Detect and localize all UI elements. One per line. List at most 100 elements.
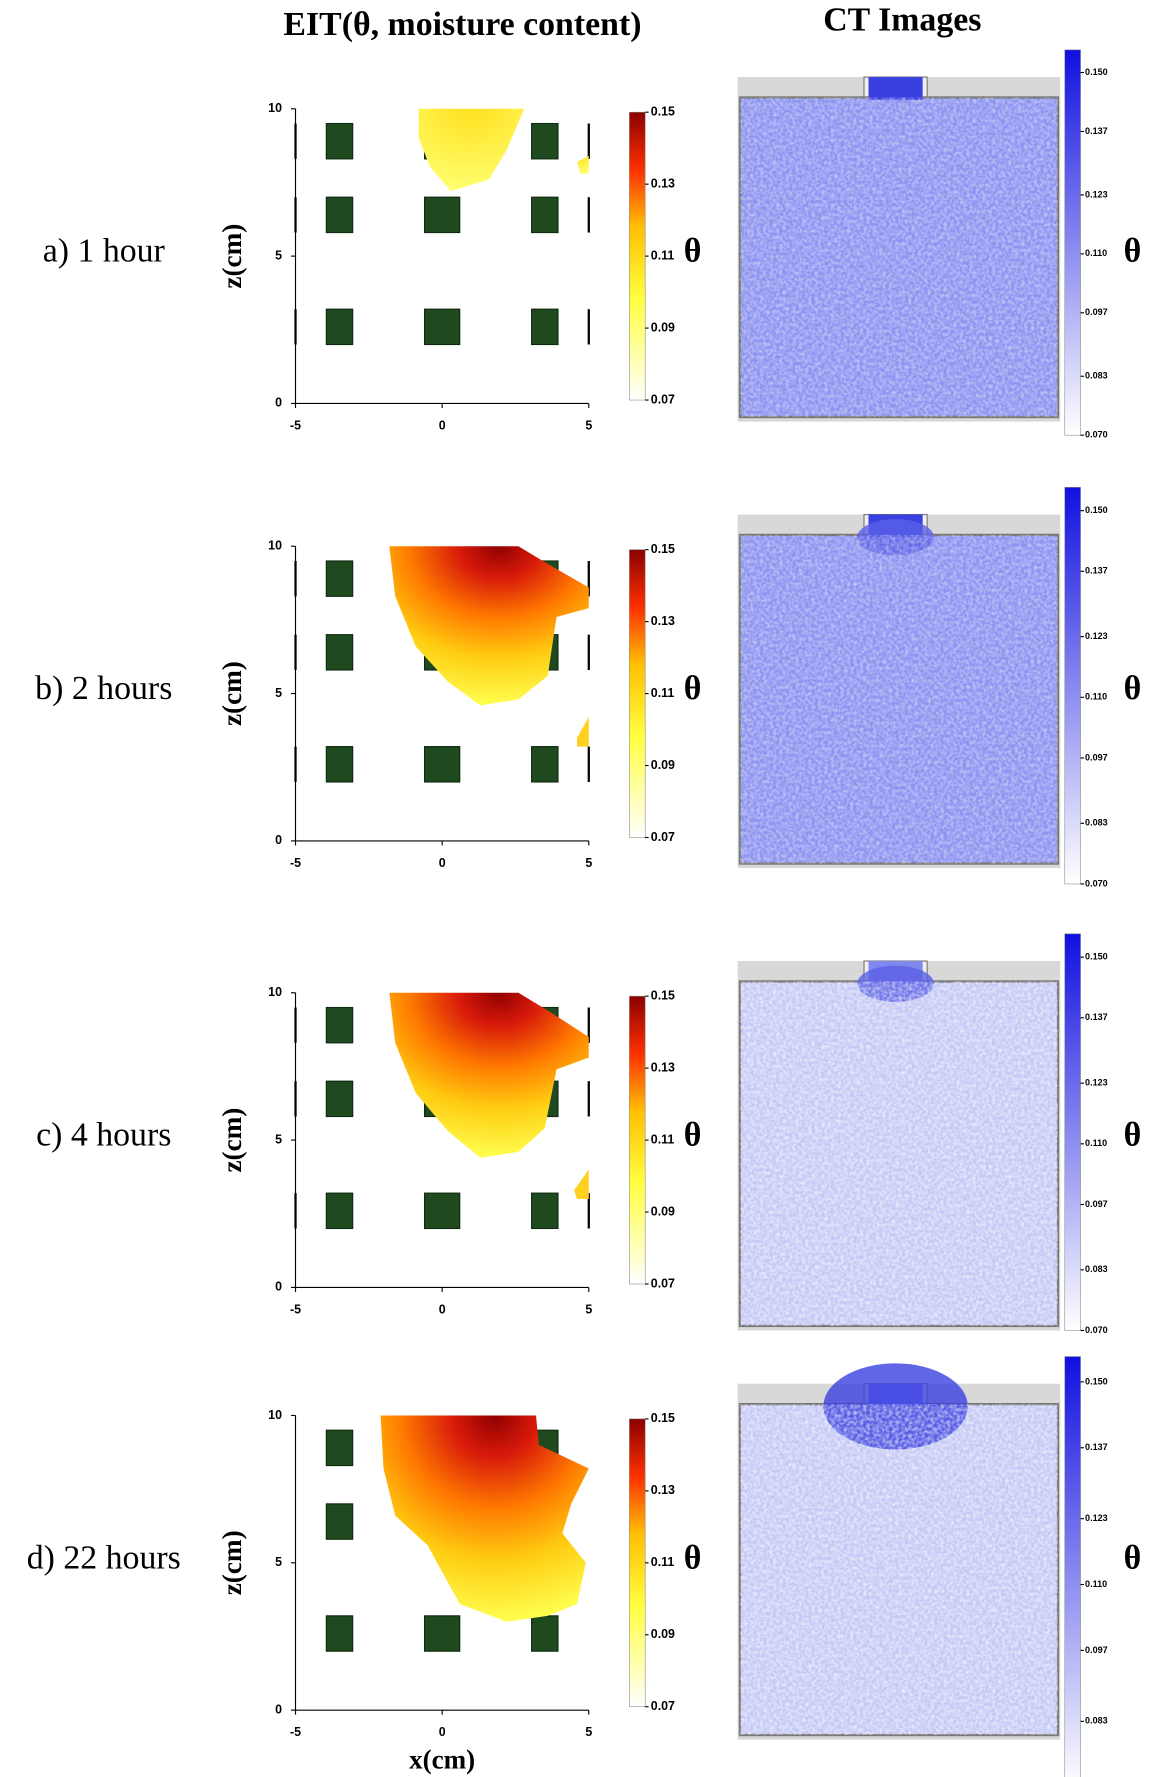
electrode-block xyxy=(325,1615,354,1652)
row-label: c) 4 hours xyxy=(36,1117,171,1154)
ct-colorbar-tick-label: 0.150 xyxy=(1085,1376,1108,1386)
electrode-block xyxy=(531,746,559,783)
y-tick-label: 10 xyxy=(268,1408,282,1422)
x-axis-label: x(cm) xyxy=(409,1744,475,1774)
colorbar-tick-label: 0.13 xyxy=(651,176,675,190)
y-tick-label: 10 xyxy=(268,539,282,553)
plume xyxy=(577,717,589,747)
ct-colorbar-tick-label: 0.123 xyxy=(1085,1513,1108,1523)
row-label: a) 1 hour xyxy=(43,233,165,270)
colorbar-tick-label: 0.09 xyxy=(651,1204,675,1218)
ct-colorbar-tick-label: 0.150 xyxy=(1085,952,1108,962)
ct-texture xyxy=(739,534,1058,864)
y-tick-label: 10 xyxy=(268,101,282,115)
colorbar-label: θ xyxy=(684,1539,702,1576)
ct-colorbar-tick-label: 0.083 xyxy=(1085,1716,1108,1726)
ct-colorbar-tick-label: 0.097 xyxy=(1085,1199,1108,1209)
colorbar xyxy=(629,549,646,838)
colorbar-tick-label: 0.13 xyxy=(651,1060,675,1074)
ct-colorbar-tick-label: 0.150 xyxy=(1085,67,1108,77)
colorbar-tick-label: 0.15 xyxy=(651,1411,675,1425)
colorbar-tick-label: 0.07 xyxy=(651,830,675,844)
ct-colorbar-tick-label: 0.083 xyxy=(1085,371,1108,381)
ct-colorbar xyxy=(1064,933,1081,1331)
electrode-block xyxy=(325,746,354,783)
colorbar-tick-label: 0.15 xyxy=(651,988,675,1002)
ct-colorbar-tick-label: 0.110 xyxy=(1085,1579,1107,1589)
electrode-block xyxy=(325,1429,354,1467)
y-tick-label: 5 xyxy=(275,1132,282,1146)
x-tick-label: -5 xyxy=(290,418,301,432)
x-tick-label: 5 xyxy=(585,856,592,870)
electrode-block xyxy=(325,1503,354,1540)
ct-colorbar-tick-label: 0.137 xyxy=(1085,126,1108,136)
colorbar-tick-label: 0.07 xyxy=(651,1699,675,1713)
ct-colorbar-label: θ xyxy=(1124,1117,1142,1154)
x-tick-label: -5 xyxy=(290,1725,301,1739)
colorbar xyxy=(629,1418,646,1708)
y-tick-label: 0 xyxy=(275,1702,282,1716)
colorbar-label: θ xyxy=(684,670,702,707)
electrode-block xyxy=(423,308,461,346)
plume xyxy=(389,546,589,706)
x-tick-label: 5 xyxy=(585,1725,592,1739)
y-axis-label: z(cm) xyxy=(217,224,247,289)
x-tick-label: -5 xyxy=(290,856,301,870)
y-tick-label: 10 xyxy=(268,985,282,999)
row-label: d) 22 hours xyxy=(27,1539,181,1576)
colorbar-tick-label: 0.13 xyxy=(651,614,675,628)
colorbar-tick-label: 0.07 xyxy=(651,392,675,406)
y-tick-label: 0 xyxy=(275,396,282,410)
ct-colorbar xyxy=(1064,49,1081,436)
ct-colorbar-tick-label: 0.070 xyxy=(1085,878,1108,888)
ct-colorbar-tick-label: 0.123 xyxy=(1085,1078,1108,1088)
ct-colorbar-tick-label: 0.070 xyxy=(1085,430,1108,440)
ct-neck-fill xyxy=(868,77,923,100)
y-axis-label: z(cm) xyxy=(217,661,247,726)
electrode-block xyxy=(531,1192,559,1230)
electrode-block xyxy=(325,308,354,346)
x-tick-label: -5 xyxy=(290,1302,301,1316)
colorbar-tick-label: 0.11 xyxy=(651,248,675,262)
electrode-block xyxy=(325,634,354,671)
ct-colorbar-tick-label: 0.097 xyxy=(1085,1645,1108,1655)
colorbar-tick-label: 0.09 xyxy=(651,1627,675,1641)
y-tick-label: 5 xyxy=(275,248,282,262)
colorbar-tick-label: 0.07 xyxy=(651,1276,675,1290)
ct-texture xyxy=(739,97,1058,418)
plume xyxy=(574,1169,589,1200)
colorbar-tick-label: 0.13 xyxy=(651,1483,675,1497)
ct-colorbar-tick-label: 0.083 xyxy=(1085,1264,1108,1274)
ct-texture xyxy=(739,1404,1058,1736)
electrode-block xyxy=(325,1006,354,1044)
colorbar-tick-label: 0.15 xyxy=(651,542,675,556)
electrode-block xyxy=(325,122,354,160)
x-tick-label: 0 xyxy=(439,856,446,870)
panel: a) 1 hour z(cm) -5 0 5 0 5 10 0.07 0.09 0.11 0.13 0.… xyxy=(43,49,1141,440)
ct-colorbar-tick-label: 0.097 xyxy=(1085,307,1108,317)
colorbar-tick-label: 0.11 xyxy=(651,1132,675,1146)
ct-colorbar-tick-label: 0.150 xyxy=(1085,505,1108,515)
electrode-block xyxy=(531,196,559,234)
electrode-block xyxy=(423,196,461,234)
x-tick-label: 5 xyxy=(585,1302,592,1316)
electrode-block xyxy=(325,560,354,597)
electrode-block xyxy=(423,746,461,783)
y-axis-label: z(cm) xyxy=(217,1530,247,1595)
x-tick-label: 5 xyxy=(585,418,592,432)
ct-colorbar-tick-label: 0.137 xyxy=(1085,1012,1108,1022)
colorbar-tick-label: 0.15 xyxy=(651,104,675,118)
electrode-block xyxy=(531,122,559,160)
ct-colorbar-tick-label: 0.137 xyxy=(1085,566,1108,576)
y-tick-label: 5 xyxy=(275,686,282,700)
ct-colorbar-tick-label: 0.110 xyxy=(1085,1138,1107,1148)
electrode-block xyxy=(423,1192,461,1230)
x-tick-label: 0 xyxy=(439,1725,446,1739)
plume xyxy=(418,108,525,192)
ct-colorbar-tick-label: 0.123 xyxy=(1085,631,1108,641)
colorbar-tick-label: 0.09 xyxy=(651,320,675,334)
row-label: b) 2 hours xyxy=(35,670,172,707)
colorbar-label: θ xyxy=(684,1117,702,1154)
plume xyxy=(389,992,589,1158)
